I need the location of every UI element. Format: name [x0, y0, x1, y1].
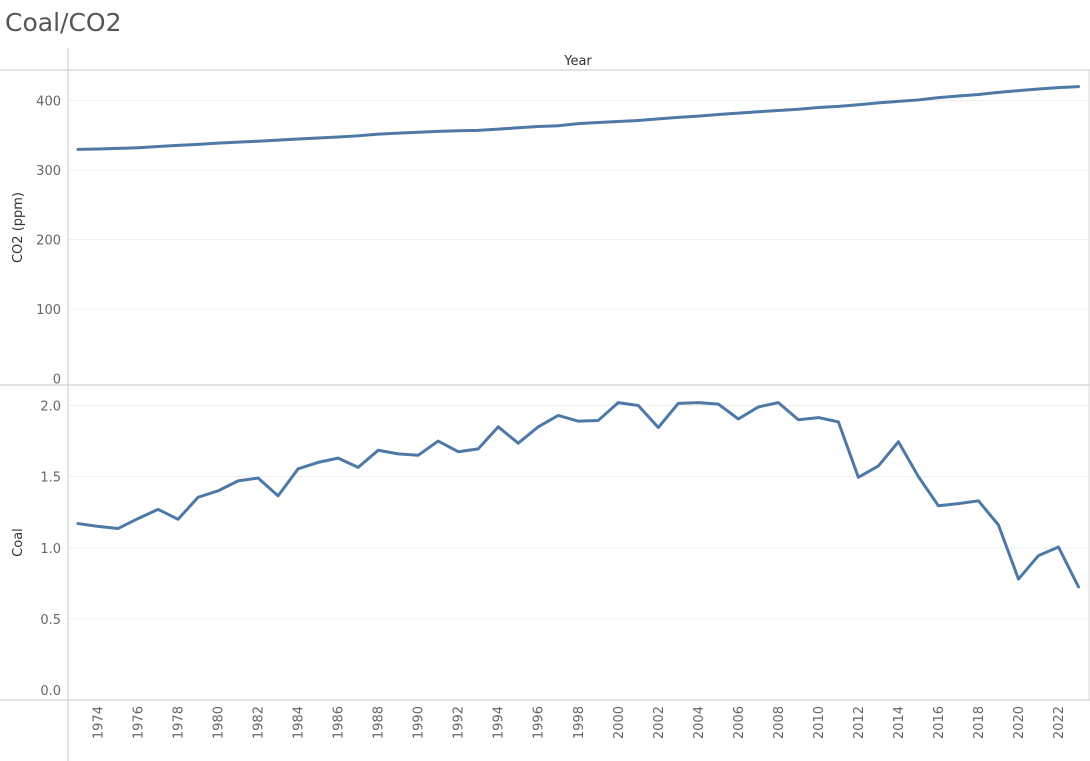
y-tick-label: 300 [36, 164, 61, 179]
series-lines [76, 85, 1080, 589]
series-line-co2 [76, 85, 1080, 151]
x-tick-label: 2000 [612, 706, 627, 739]
x-tick-label: 1998 [572, 706, 587, 739]
chart-title: Coal/CO2 [5, 8, 122, 37]
y-tick-label: 400 [36, 95, 61, 110]
x-tick-label: 2010 [812, 706, 827, 739]
x-tick-label: 1978 [172, 706, 187, 739]
x-tick-label: 2008 [772, 706, 787, 739]
y-tick-label: 0.0 [40, 684, 61, 699]
x-tick-label: 2002 [652, 706, 667, 739]
x-tick-label: 1994 [492, 706, 507, 739]
x-tick-label: 1974 [92, 706, 107, 739]
x-tick-label: 2006 [732, 706, 747, 739]
x-tick-label: 2022 [1052, 706, 1067, 739]
y-tick-label: 0.5 [40, 613, 61, 628]
x-tick-label: 1990 [412, 706, 427, 739]
gridlines [69, 100, 1088, 620]
chart-frame [0, 48, 1090, 761]
x-tick-label: 1976 [132, 706, 147, 739]
x-tick-label: 1996 [532, 706, 547, 739]
x-tick-label: 2014 [892, 706, 907, 739]
x-tick-label: 2004 [692, 706, 707, 739]
x-tick-label: 1984 [292, 706, 307, 739]
x-tick-label: 1980 [212, 706, 227, 739]
y-tick-label: 1.0 [40, 542, 61, 557]
y-tick-label: 200 [36, 234, 61, 249]
y-axis-title: Coal [11, 528, 26, 557]
x-tick-label: 1982 [252, 706, 267, 739]
y-tick-label: 2.0 [40, 400, 61, 415]
x-tick-label: 2018 [972, 706, 987, 739]
x-tick-label: 1992 [452, 706, 467, 739]
series-line-coal [76, 401, 1080, 589]
y-tick-label: 0 [53, 373, 61, 388]
x-tick-label: 2020 [1012, 706, 1027, 739]
x-tick-label: 2016 [932, 706, 947, 739]
axes: Year 0 100 200 300 400 CO2 (ppm) 0.0 0.5 1.0 1.5 2.… [11, 54, 1067, 739]
y-tick-label: 100 [36, 303, 61, 318]
y-tick-label: 1.5 [40, 471, 61, 486]
y-axis-title: CO2 (ppm) [11, 192, 26, 263]
x-tick-label: 2012 [852, 706, 867, 739]
x-tick-label: 1988 [372, 706, 387, 739]
x-tick-label: 1986 [332, 706, 347, 739]
x-axis-title: Year [563, 54, 592, 69]
